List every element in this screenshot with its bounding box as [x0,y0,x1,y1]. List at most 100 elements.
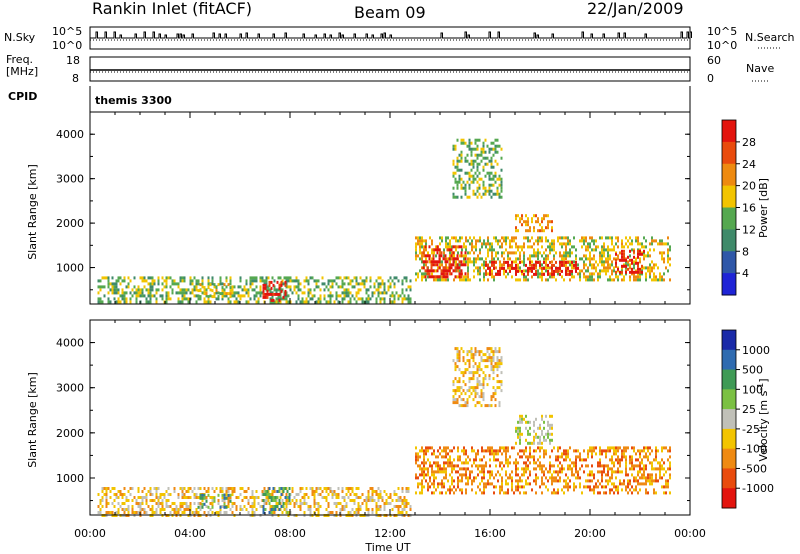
power-cell-8 [464,189,467,193]
power-cell-0 [371,294,374,298]
velocity-cell-1 [268,496,271,499]
power-cell-0 [355,276,358,280]
power-cell-8 [478,192,481,196]
velocity-cell-3 [449,488,451,492]
velocity-cell-3 [535,491,537,495]
velocity-cell-0 [313,496,316,499]
velocity-cell-3 [573,461,575,465]
velocity-cell-0 [303,511,306,514]
velocity-cell-5 [498,380,501,384]
power-cell-8 [476,195,479,199]
power-cell-0 [343,282,346,286]
velocity-cell-3 [625,455,627,459]
velocity-cell-5 [490,404,493,408]
velocity-cell-0 [303,496,306,499]
power-cell-4 [442,275,445,279]
power-cell-0 [209,288,212,292]
velocity-cell-3 [529,449,531,453]
velocity-cell-3 [539,485,541,489]
power-cell-6 [627,267,629,271]
velocity-cell-0 [207,511,210,514]
power-cell-3 [515,251,517,255]
power-cell-3 [599,272,601,276]
velocity-cell-4 [529,432,531,436]
power-cell-7 [551,229,553,233]
power-cell-3 [585,263,587,267]
power-cell-3 [603,242,605,246]
power-cell-8 [482,186,485,190]
power-cell-0 [347,291,350,295]
power-cell-3 [649,272,651,276]
velocity-cell-5 [490,395,493,399]
power-cell-6 [625,270,627,274]
velocity-cell-3 [501,485,503,489]
power-cell-4 [448,257,451,261]
power-cell-0 [171,282,174,286]
power-cell-0 [113,288,116,292]
velocity-cell-3 [669,449,671,453]
power-cell-0 [129,291,132,295]
power-colorbar-level-1: 8 [742,245,749,258]
velocity-cell-3 [665,485,667,489]
power-cell-0 [297,285,300,289]
power-cell-0 [107,297,110,301]
power-cell-0 [339,294,342,298]
velocity-cell-3 [543,449,545,453]
velocity-cell-3 [433,449,435,453]
power-cell-0 [171,291,174,295]
power-cell-4 [436,275,439,279]
velocity-cell-4 [547,423,549,427]
velocity-cell-3 [423,461,425,465]
power-cell-3 [585,254,587,258]
velocity-cell-3 [649,482,651,486]
power-cell-4 [460,272,463,276]
power-cell-3 [655,275,657,279]
velocity-cell-1 [270,508,273,511]
velocity-cell-0 [315,490,318,493]
power-cell-1 [268,280,271,284]
power-cell-2 [221,286,224,290]
velocity-cell-0 [357,505,360,508]
power-cell-0 [353,276,356,280]
velocity-cell-2 [201,496,204,500]
power-cell-3 [599,269,601,273]
velocity-cell-5 [484,359,487,363]
velocity-cell-4 [549,423,551,427]
power-cell-4 [454,245,457,249]
power-cell-3 [633,272,635,276]
velocity-cell-3 [611,488,613,492]
power-cell-3 [583,272,585,276]
power-cell-3 [467,260,469,264]
velocity-cell-0 [219,490,222,493]
velocity-cell-0 [125,508,128,511]
velocity-cell-3 [415,476,417,480]
power-cell-0 [289,276,292,280]
power-cell-3 [563,254,565,258]
velocity-cell-3 [589,449,591,453]
power-cell-3 [515,278,517,282]
velocity-cell-3 [583,470,585,474]
velocity-cell-0 [257,502,260,505]
power-cell-3 [457,239,459,243]
power-cell-7 [543,214,545,218]
power-cell-0 [313,288,316,292]
velocity-cell-3 [465,461,467,465]
velocity-cell-0 [357,502,360,505]
power-cell-7 [521,214,523,218]
power-cell-0 [125,285,128,289]
velocity-cell-4 [521,432,523,436]
velocity-cell-3 [605,479,607,483]
power-cell-3 [581,239,583,243]
velocity-cell-0 [151,505,154,508]
power-cell-0 [369,297,372,301]
velocity-cell-0 [143,496,146,499]
power-cell-8 [464,156,467,160]
power-cell-0 [359,297,362,301]
power-cell-3 [447,257,449,261]
velocity-colorbar-swatch-3 [722,389,736,410]
velocity-cell-3 [517,467,519,471]
power-cell-8 [460,177,463,181]
power-cell-8 [458,174,461,178]
power-cell-8 [470,147,473,151]
power-cell-2 [217,283,220,287]
